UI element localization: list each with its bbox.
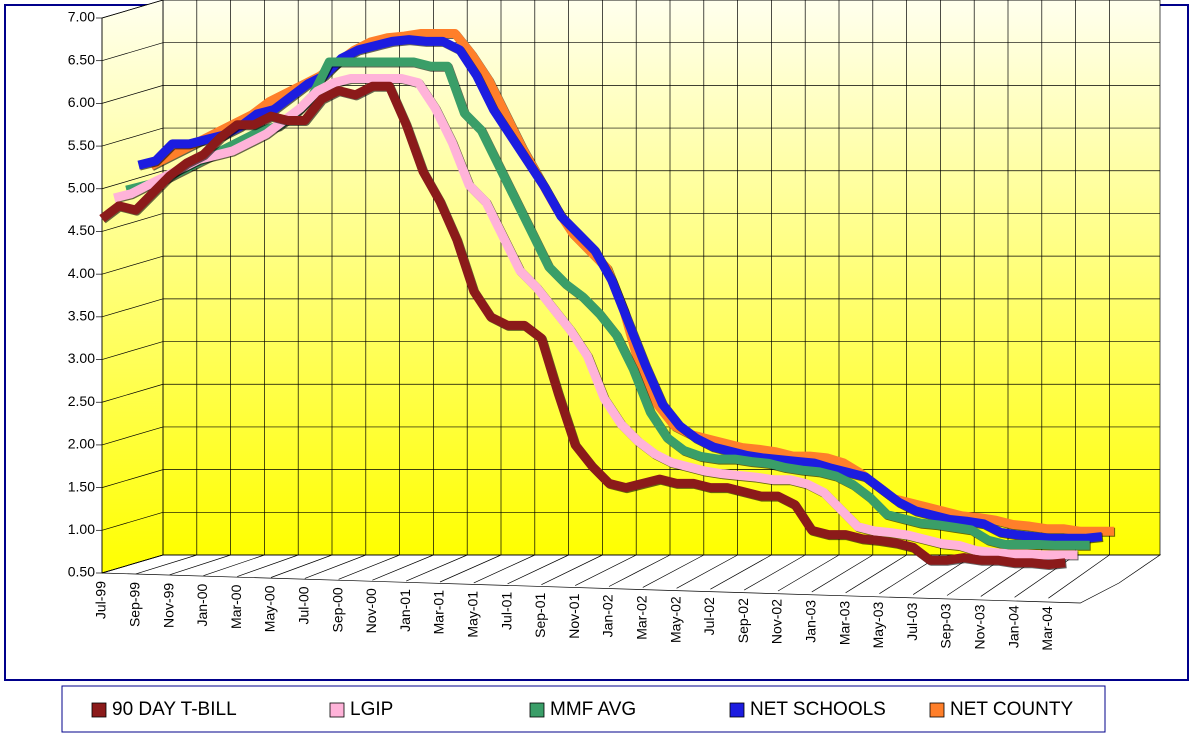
legend-label: 90 DAY T-BILL	[112, 699, 237, 720]
x-tick-label: May-01	[465, 591, 481, 638]
grid-line	[101, 511, 164, 531]
x-tick-label: May-03	[870, 601, 886, 648]
x-tick-label: Sep-00	[329, 587, 345, 632]
floor-line	[811, 554, 873, 593]
y-tick-label: 6.00	[68, 94, 95, 110]
legend-swatch	[91, 702, 107, 718]
grid-line	[101, 213, 164, 232]
grid-line	[101, 426, 164, 446]
floor-line	[169, 554, 231, 576]
floor-line	[608, 554, 671, 587]
y-tick-label: 2.00	[68, 436, 95, 452]
x-tick-label: Nov-03	[972, 604, 988, 649]
x-tick-label: Jan-01	[397, 589, 413, 632]
floor-line	[744, 554, 806, 591]
x-tick-label: Jan-02	[600, 594, 616, 637]
y-tick-label: 4.50	[68, 222, 95, 238]
x-tick-label: Nov-01	[566, 593, 582, 638]
x-tick-label: Mar-02	[634, 595, 650, 640]
grid-line	[101, 170, 164, 190]
grid-line	[101, 0, 164, 19]
x-tick-label: Jan-00	[194, 583, 210, 626]
floor-line	[642, 554, 704, 588]
floor-line	[777, 554, 840, 592]
x-tick-label: Mar-01	[431, 590, 447, 635]
series-line	[137, 35, 1103, 543]
x-tick-label: Nov-99	[160, 583, 176, 628]
legend-label: LGIP	[350, 699, 393, 720]
grid-line	[101, 341, 164, 360]
grid-line	[101, 255, 164, 275]
floor-line	[439, 554, 502, 583]
grid-line	[101, 85, 164, 104]
floor-line	[710, 554, 772, 590]
floor-line	[101, 554, 164, 574]
legend-swatch	[529, 702, 545, 718]
floor-line	[270, 554, 333, 578]
floor-line	[135, 554, 197, 575]
floor-line	[676, 554, 738, 589]
y-tick-label: 5.50	[68, 137, 95, 153]
floor-line	[1014, 554, 1076, 598]
x-tick-label: Jan-04	[1005, 605, 1021, 648]
grid-line	[101, 42, 164, 62]
floor-line	[473, 554, 535, 584]
x-tick-label: Sep-99	[127, 582, 143, 627]
y-tick-label: 6.50	[68, 51, 95, 67]
floor-line	[507, 554, 569, 585]
legend-swatch	[729, 702, 745, 718]
x-tick-label: Mar-03	[836, 601, 852, 646]
floor-line	[304, 554, 366, 579]
floor-line	[845, 554, 907, 594]
floor-line	[541, 554, 603, 586]
y-tick-label: 3.50	[68, 308, 95, 324]
x-tick-label: Nov-02	[769, 599, 785, 644]
grid-line	[101, 469, 164, 488]
x-tick-label: Mar-04	[1039, 606, 1055, 651]
y-tick-label: 1.00	[68, 521, 95, 537]
x-tick-label: Nov-00	[363, 588, 379, 633]
y-tick-label: 5.00	[68, 179, 95, 195]
legend-swatch	[929, 702, 945, 718]
floor-line	[203, 554, 265, 577]
x-tick-label: Sep-03	[938, 603, 954, 648]
floor-line	[406, 554, 468, 582]
grid-line	[101, 383, 164, 403]
y-tick-label: 3.00	[68, 350, 95, 366]
legend-label: MMF AVG	[550, 699, 636, 720]
x-tick-label: Jul-99	[93, 581, 109, 619]
series-line	[99, 81, 1066, 569]
x-tick-label: Sep-01	[532, 592, 548, 637]
y-tick-label: 2.50	[68, 393, 95, 409]
x-tick-label: Jul-01	[498, 592, 514, 630]
grid-line	[101, 127, 164, 147]
side-wall	[101, 0, 164, 574]
x-tick-label: Jul-03	[904, 602, 920, 640]
floor-line	[237, 554, 299, 577]
x-tick-label: Sep-02	[735, 598, 751, 643]
x-tick-label: Jan-03	[803, 600, 819, 643]
floor-line	[1048, 554, 1110, 599]
legend-label: NET COUNTY	[950, 699, 1073, 720]
y-tick-label: 7.00	[68, 9, 95, 25]
floor-line	[338, 554, 400, 580]
y-tick-label: 0.50	[68, 564, 95, 580]
legend-swatch	[329, 702, 345, 718]
x-tick-label: May-00	[262, 585, 278, 632]
x-tick-label: Jul-02	[701, 597, 717, 635]
floor-line	[575, 554, 637, 586]
x-tick-label: Mar-00	[228, 584, 244, 629]
y-tick-label: 4.00	[68, 265, 95, 281]
y-tick-label: 1.50	[68, 478, 95, 494]
x-tick-label: Jul-00	[296, 586, 312, 624]
x-tick-label: May-02	[667, 596, 683, 643]
floor-line	[372, 554, 434, 581]
legend-label: NET SCHOOLS	[750, 699, 886, 720]
series-line	[113, 73, 1078, 560]
grid-line	[101, 298, 164, 318]
